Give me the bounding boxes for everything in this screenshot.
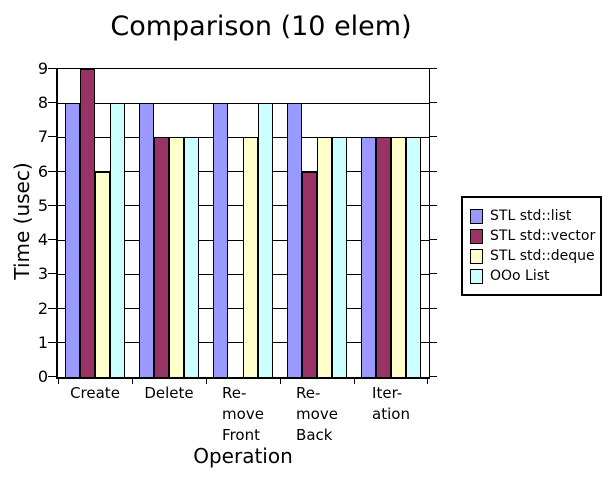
y-tick-label: 7 <box>37 127 48 146</box>
x-category-label: Re-move Front <box>206 383 280 446</box>
x-category-label: Create <box>58 383 132 404</box>
x-category-label: Re-move Back <box>280 383 354 446</box>
bar <box>243 137 258 377</box>
x-category-label: Delete <box>132 383 206 404</box>
bar <box>376 137 391 377</box>
x-axis-title: Operation <box>193 444 293 468</box>
bar <box>154 137 169 377</box>
bar <box>65 103 80 377</box>
bar-group <box>354 69 428 377</box>
bar <box>317 137 332 377</box>
bar-group <box>280 69 354 377</box>
y-tick-left <box>48 205 57 206</box>
bar <box>80 69 95 377</box>
bar <box>302 172 317 377</box>
bar-group <box>58 69 132 377</box>
gridline <box>58 103 429 104</box>
x-tick <box>280 378 281 384</box>
y-tick-right <box>429 376 437 377</box>
y-tick-right <box>429 136 437 137</box>
y-tick-left <box>48 273 57 274</box>
legend-label: OOo List <box>490 268 550 284</box>
bar <box>361 137 376 377</box>
y-tick-left <box>48 102 57 103</box>
legend-label: STL std::vector <box>490 228 596 244</box>
chart-title: Comparison (10 elem) <box>110 11 412 42</box>
x-category-label-text: Iter-ation <box>372 384 410 423</box>
x-category-label-text: Delete <box>144 384 194 402</box>
x-category-label-text: Create <box>70 384 120 402</box>
y-tick-right <box>429 68 437 69</box>
y-tick-left <box>48 68 57 69</box>
legend-swatch <box>470 228 483 244</box>
x-category-label-text: Re-move Back <box>296 384 338 444</box>
legend-label: STL std::deque <box>490 248 595 264</box>
bar <box>406 137 421 377</box>
y-tick-left <box>48 239 57 240</box>
y-tick-label: 8 <box>37 93 48 112</box>
y-tick-right <box>429 205 437 206</box>
y-tick-right <box>429 239 437 240</box>
legend-swatch <box>470 208 483 224</box>
x-category-label-text: Re-move Front <box>222 384 264 444</box>
plot-area <box>56 68 430 379</box>
x-category-label: Iter-ation <box>354 383 428 425</box>
bar <box>258 103 273 377</box>
legend-item: STL std::list <box>470 208 593 224</box>
x-tick <box>132 378 133 384</box>
y-tick-right <box>429 102 437 103</box>
y-tick-label: 1 <box>37 333 48 352</box>
y-tick-label: 2 <box>37 299 48 318</box>
y-tick-right <box>429 308 437 309</box>
bar <box>95 172 110 377</box>
bar <box>287 103 302 377</box>
y-tick-label: 5 <box>37 196 48 215</box>
bar <box>110 103 125 377</box>
bar <box>391 137 406 377</box>
bar <box>169 137 184 377</box>
x-tick <box>206 378 207 384</box>
bar <box>139 103 154 377</box>
legend-label: STL std::list <box>490 208 572 224</box>
y-tick-label: 3 <box>37 264 48 283</box>
y-tick-right <box>429 171 437 172</box>
y-tick-label: 9 <box>37 59 48 78</box>
plot-inner <box>58 69 429 377</box>
legend-item: STL std::deque <box>470 248 595 264</box>
legend-item: STL std::vector <box>470 228 596 244</box>
x-tick <box>427 378 428 384</box>
bar <box>184 137 199 377</box>
x-tick <box>58 378 59 384</box>
y-tick-right <box>429 273 437 274</box>
legend-swatch <box>470 248 483 264</box>
bar-group <box>206 69 280 377</box>
legend-item: OOo List <box>470 268 593 284</box>
bar <box>332 137 347 377</box>
y-tick-left <box>48 342 57 343</box>
bar <box>213 103 228 377</box>
y-tick-label: 0 <box>37 367 48 386</box>
y-tick-left <box>48 171 57 172</box>
y-tick-label: 4 <box>37 230 48 249</box>
y-tick-left <box>48 308 57 309</box>
y-tick-label: 6 <box>37 162 48 181</box>
y-tick-left <box>48 376 57 377</box>
y-tick-left <box>48 136 57 137</box>
legend-swatch <box>470 268 483 284</box>
bar-group <box>132 69 206 377</box>
x-tick <box>354 378 355 384</box>
y-tick-right <box>429 342 437 343</box>
